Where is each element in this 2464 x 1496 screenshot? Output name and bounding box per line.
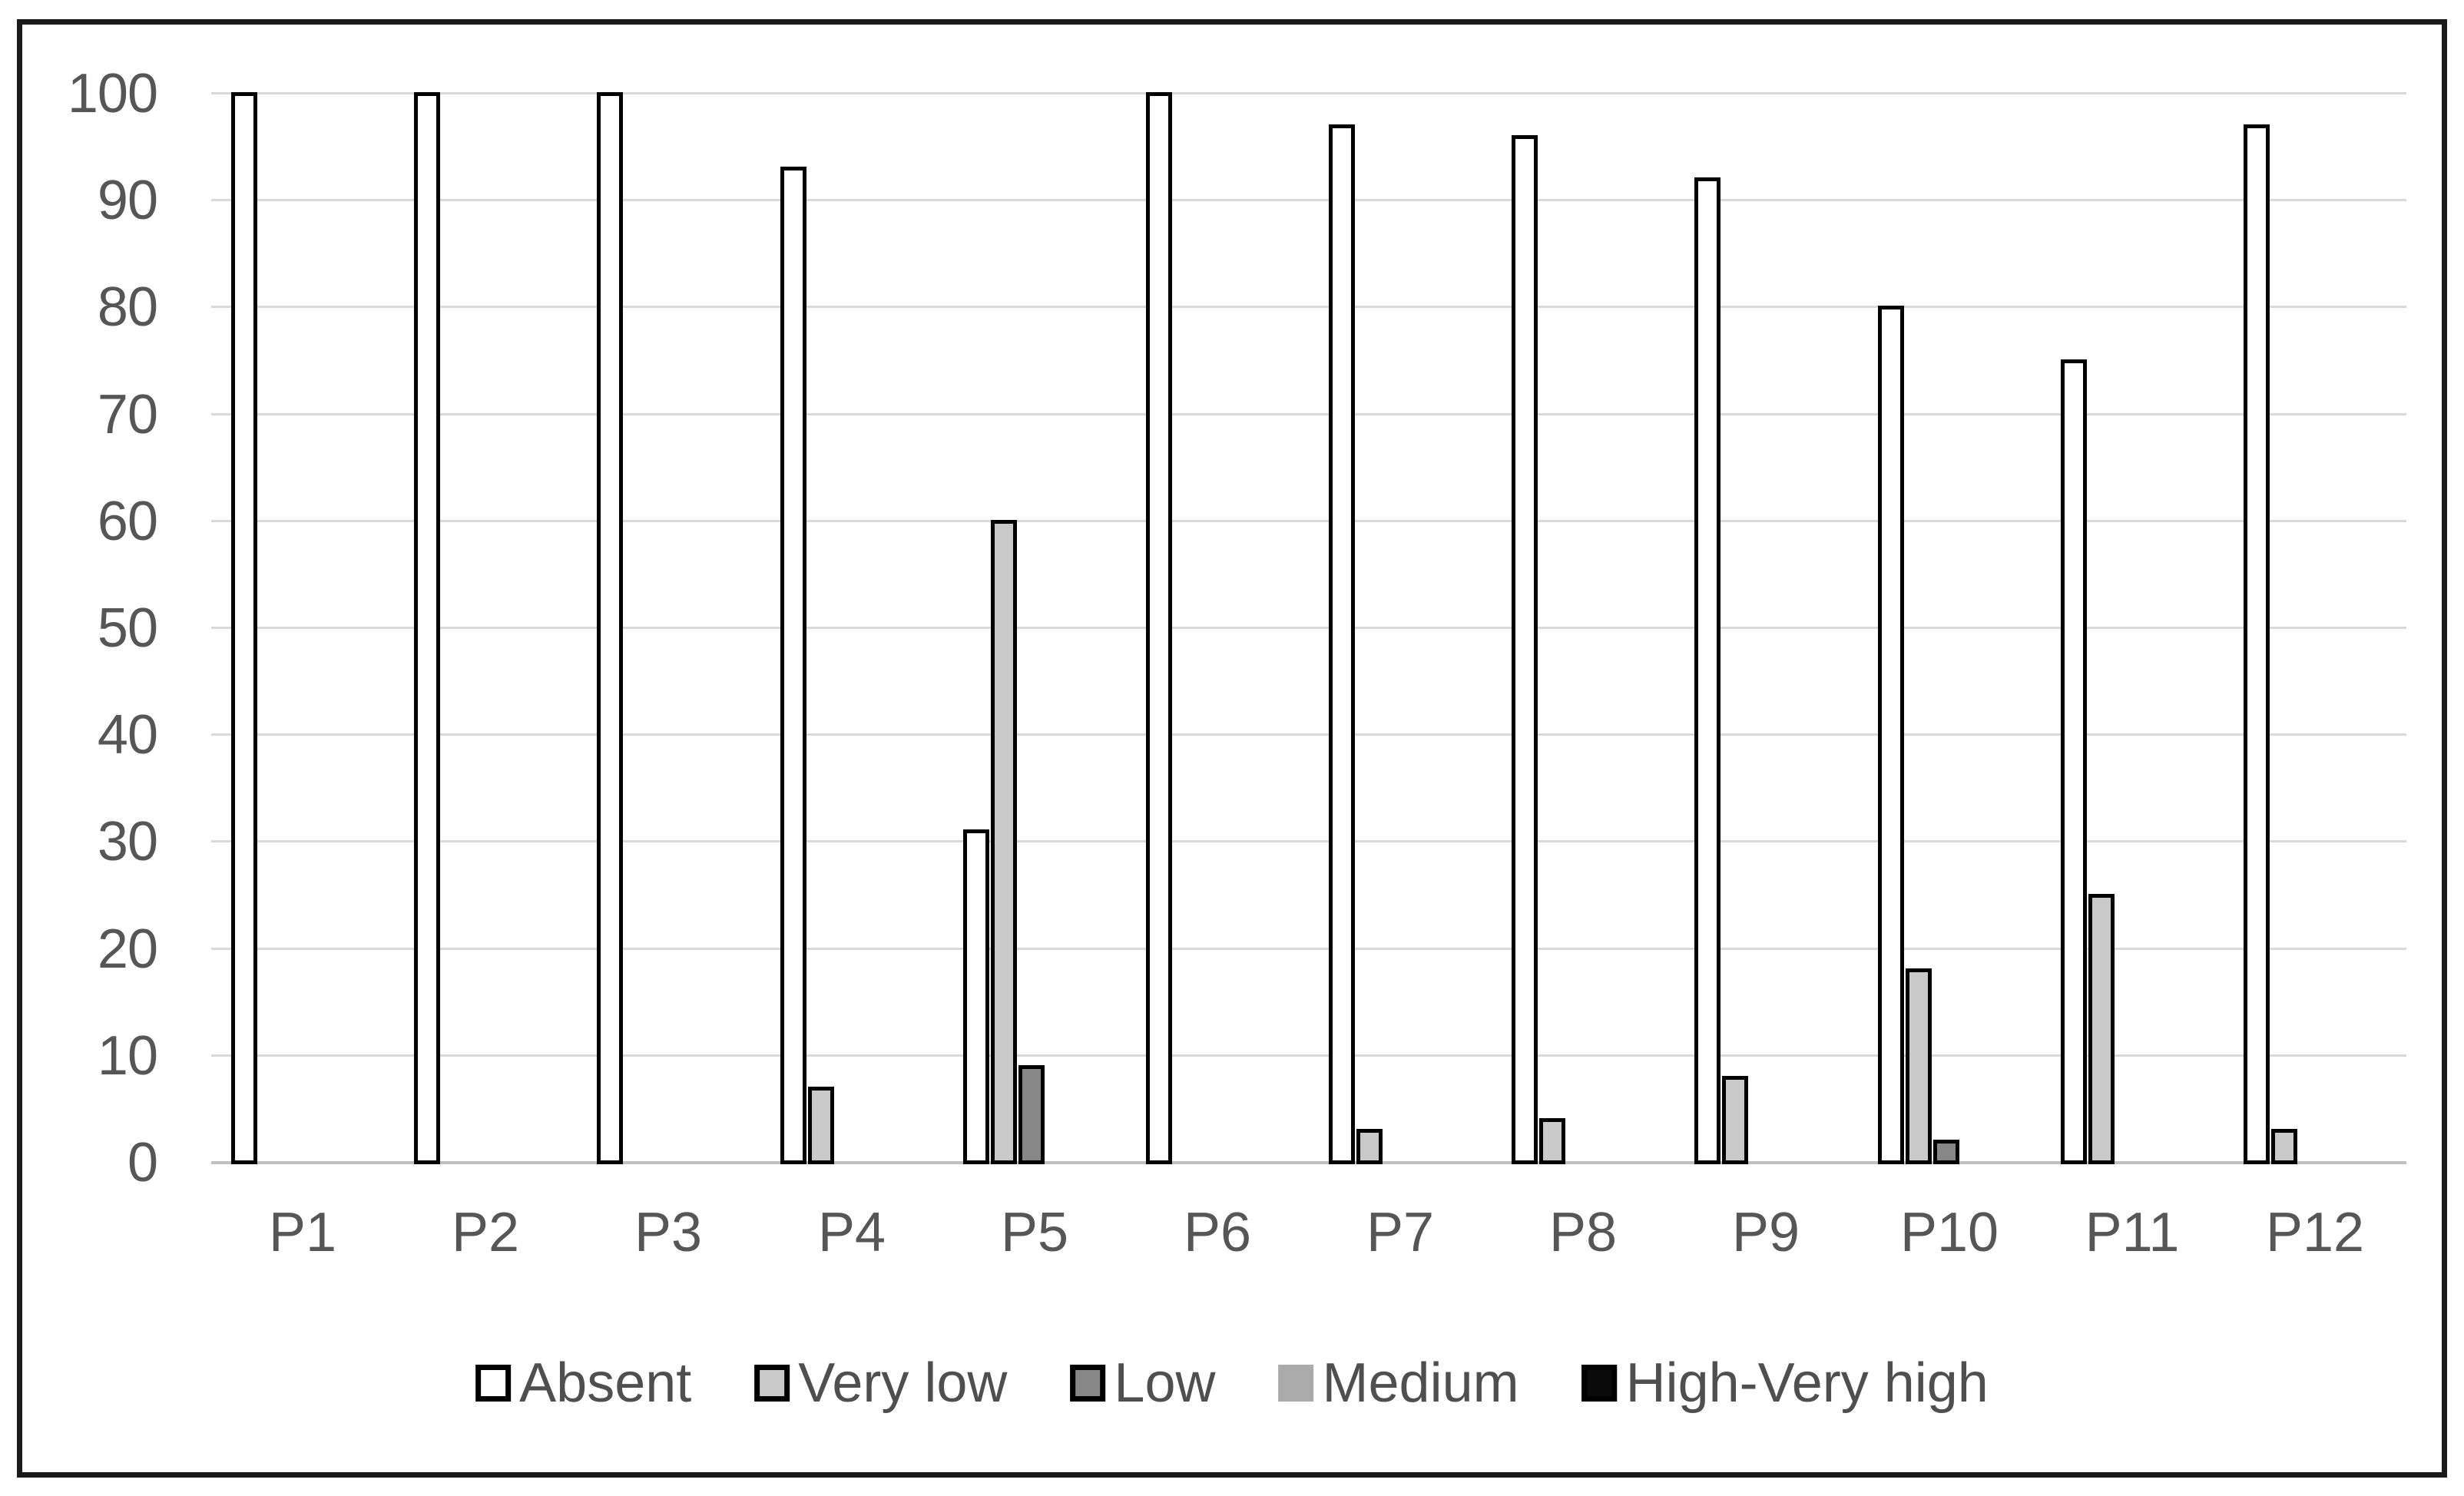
bar-P8-absent — [1512, 135, 1538, 1164]
gridline-70 — [211, 413, 2406, 415]
legend-item-very-low: Very low — [754, 1354, 1007, 1412]
y-tick-label-40: 40 — [97, 704, 158, 766]
legend-swatch-icon — [1278, 1365, 1314, 1402]
y-tick-label-60: 60 — [97, 491, 158, 552]
y-tick-label-30: 30 — [97, 811, 158, 872]
bar-P6-absent — [1146, 92, 1172, 1164]
plot-area — [211, 92, 2406, 1164]
legend-label: Absent — [519, 1352, 692, 1414]
x-axis-line — [211, 1161, 2406, 1164]
gridline-40 — [211, 733, 2406, 736]
y-tick-label-100: 100 — [67, 63, 158, 124]
x-tick-label-P6: P6 — [1183, 1202, 1252, 1263]
y-tick-label-20: 20 — [97, 918, 158, 980]
y-tick-label-0: 0 — [127, 1132, 158, 1193]
gridline-60 — [211, 520, 2406, 522]
bar-P9-very-low — [1722, 1076, 1748, 1164]
y-tick-label-10: 10 — [97, 1025, 158, 1087]
bar-P11-very-low — [2088, 894, 2115, 1164]
gridline-30 — [211, 840, 2406, 842]
bar-P8-very-low — [1539, 1118, 1565, 1164]
legend-item-high-very-high: High-Very high — [1581, 1352, 1989, 1414]
x-tick-label-P7: P7 — [1366, 1202, 1435, 1263]
x-tick-label-P1: P1 — [268, 1202, 337, 1263]
y-tick-label-90: 90 — [97, 170, 158, 231]
legend-item-medium: Medium — [1278, 1352, 1519, 1414]
legend-item-low: Low — [1070, 1352, 1216, 1414]
x-tick-label-P9: P9 — [1731, 1202, 1800, 1263]
bar-P2-absent — [414, 92, 440, 1164]
bar-P3-absent — [597, 92, 623, 1164]
legend: Absent Very low Low Medium High-Very high — [475, 1354, 1989, 1412]
bar-P10-absent — [1878, 306, 1904, 1164]
gridline-80 — [211, 306, 2406, 308]
bar-P4-very-low — [808, 1087, 834, 1164]
legend-label: Low — [1114, 1352, 1216, 1414]
x-tick-label-P8: P8 — [1548, 1202, 1618, 1263]
y-tick-label-80: 80 — [97, 276, 158, 338]
gridline-90 — [211, 199, 2406, 201]
bar-P10-very-low — [1906, 968, 1932, 1164]
legend-label: Very low — [798, 1352, 1008, 1414]
gridline-100 — [211, 92, 2406, 94]
legend-swatch-icon — [475, 1365, 512, 1402]
bar-P5-very-low — [991, 520, 1017, 1164]
legend-label: High-Very high — [1625, 1352, 1989, 1414]
bar-P11-absent — [2061, 359, 2087, 1164]
gridline-20 — [211, 948, 2406, 950]
x-tick-label-P2: P2 — [451, 1202, 520, 1263]
bar-P5-absent — [963, 829, 989, 1164]
x-tick-label-P10: P10 — [1899, 1202, 1999, 1263]
legend-label: Medium — [1322, 1352, 1519, 1414]
legend-swatch-icon — [1581, 1365, 1618, 1402]
bar-P7-absent — [1329, 124, 1355, 1164]
bar-P7-very-low — [1356, 1129, 1383, 1164]
x-tick-label-P3: P3 — [634, 1202, 703, 1263]
legend-item-absent: Absent — [475, 1354, 691, 1412]
bar-P5-low — [1018, 1065, 1045, 1164]
y-tick-label-50: 50 — [97, 597, 158, 659]
bar-P10-low — [1933, 1140, 1959, 1164]
x-tick-label-P12: P12 — [2265, 1202, 2365, 1263]
x-tick-label-P5: P5 — [1000, 1202, 1069, 1263]
bar-P12-absent — [2244, 124, 2270, 1164]
bar-P12-very-low — [2271, 1129, 2297, 1164]
bar-P9-absent — [1694, 177, 1720, 1164]
bar-P1-absent — [231, 92, 257, 1164]
x-tick-label-P4: P4 — [817, 1202, 886, 1263]
gridline-50 — [211, 627, 2406, 629]
gridline-10 — [211, 1054, 2406, 1057]
legend-swatch-icon — [754, 1365, 790, 1402]
x-tick-label-P11: P11 — [2085, 1202, 2180, 1263]
legend-swatch-icon — [1070, 1365, 1106, 1402]
bar-P4-absent — [780, 167, 806, 1164]
y-tick-label-70: 70 — [97, 384, 158, 445]
